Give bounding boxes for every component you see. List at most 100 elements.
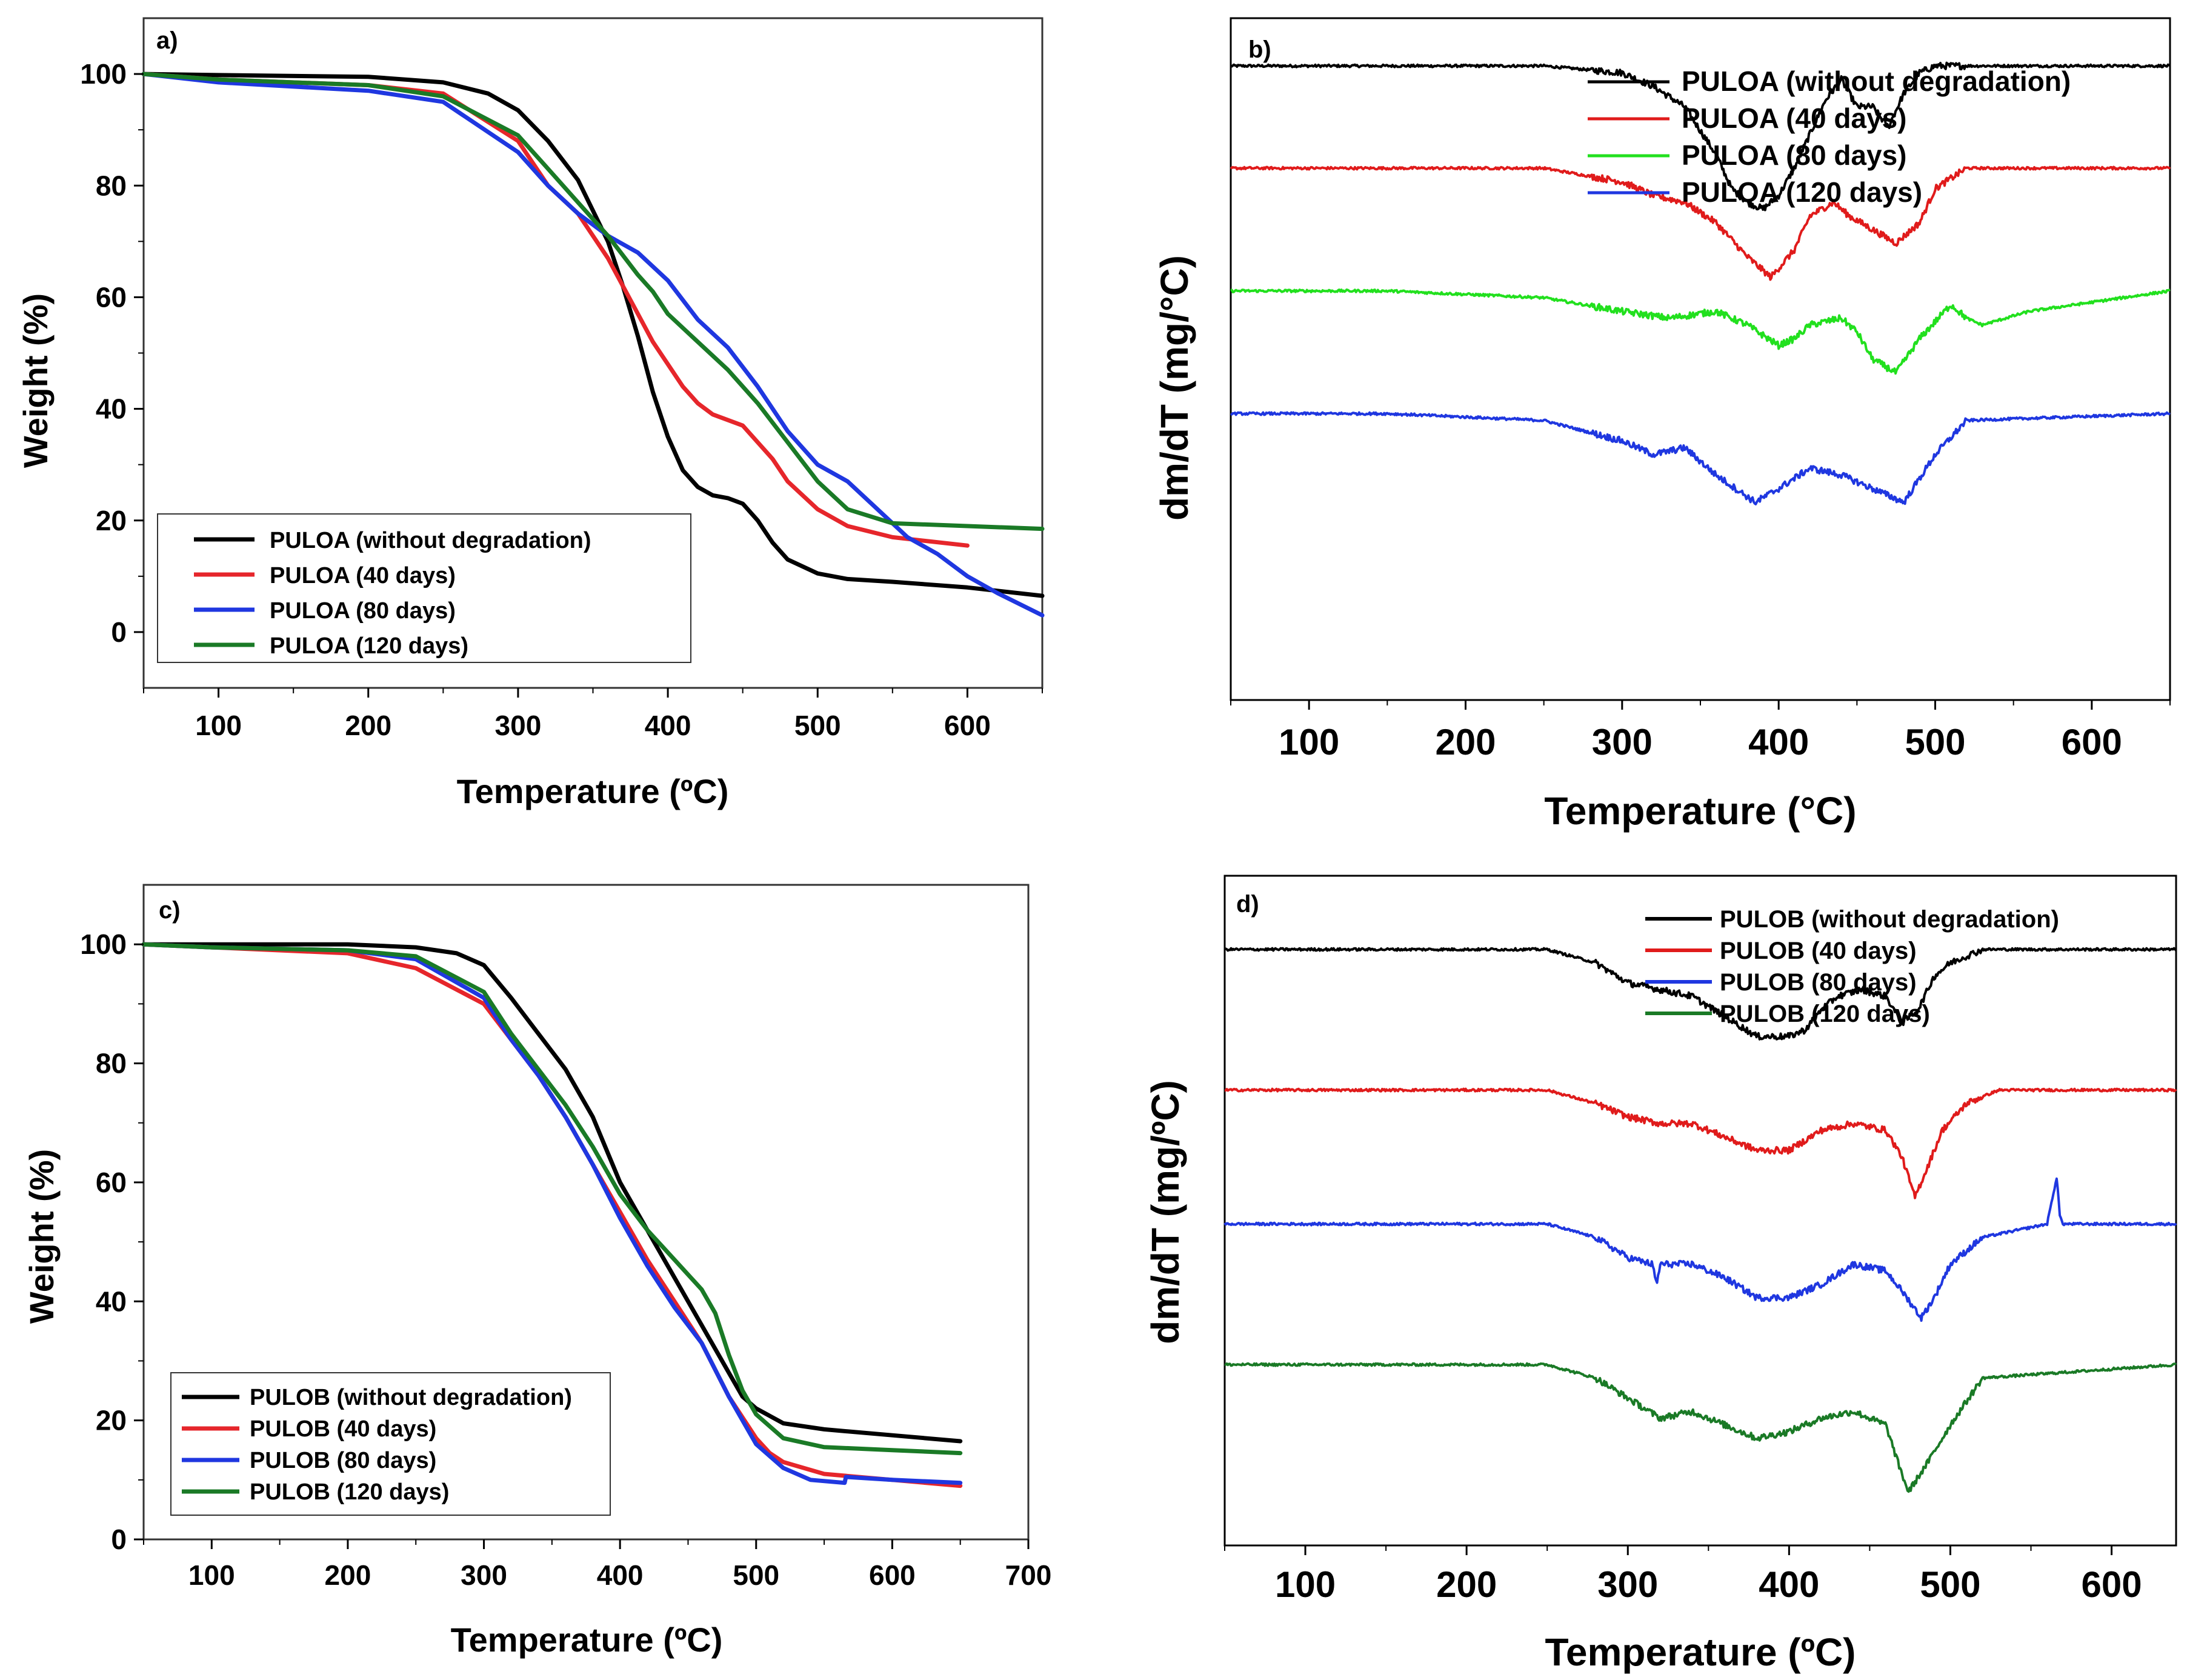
panel-d-xtick-label-0: 100 — [1275, 1564, 1336, 1605]
panel-c-x-tick-labels: 100 200 300 400 500 600 700 — [188, 1559, 1051, 1591]
panel-d-legend-label-3: PULOB (120 days) — [1720, 1001, 1930, 1027]
panel-d: 100 200 300 400 500 600 d) Temperature (ºC) d… — [1143, 875, 2177, 1674]
panel-c-series-2 — [141, 942, 963, 1485]
panel-d-legend-label-1: PULOB (40 days) — [1720, 938, 1917, 964]
panel-b-x-tick-labels: 100 200 300 400 500 600 — [1279, 722, 2122, 762]
panel-c-series-3 — [141, 942, 963, 1456]
panel-c-xtick-label-0: 100 — [188, 1559, 235, 1591]
panel-d-letter: d) — [1236, 891, 1259, 918]
panel-a-ytick-label-4: 80 — [96, 170, 127, 201]
panel-b-xtick-label-1: 200 — [1435, 722, 1496, 762]
panel-b-xlabel: Temperature (°C) — [1544, 789, 1856, 833]
panel-c-legend-label-1: PULOB (40 days) — [250, 1416, 436, 1442]
panel-a-xtick-label-5: 600 — [944, 710, 991, 741]
panel-c-y-tick-labels: 0 20 40 60 80 100 — [80, 928, 127, 1555]
panel-a-ytick-label-5: 100 — [80, 58, 127, 90]
panel-a-ytick-label-3: 60 — [96, 281, 127, 313]
panel-d-x-tick-labels: 100 200 300 400 500 600 — [1275, 1564, 2142, 1605]
panel-b-legend-label-2: PULOA (80 days) — [1682, 139, 1907, 171]
panel-c-ytick-label-4: 80 — [96, 1048, 127, 1079]
panel-b-legend-label-3: PULOA (120 days) — [1682, 176, 1922, 208]
panel-c-xtick-label-1: 200 — [325, 1559, 371, 1591]
panel-d-legend-label-0: PULOB (without degradation) — [1720, 906, 2059, 933]
panel-c-ytick-label-3: 60 — [96, 1167, 127, 1198]
panel-a-xtick-label-0: 100 — [195, 710, 242, 741]
panel-c-legend-label-0: PULOB (without degradation) — [250, 1385, 572, 1410]
panel-d-legend: PULOB (without degradation) PULOB (40 da… — [1645, 906, 2059, 1027]
panel-b-series-2 — [1230, 288, 2171, 375]
panel-c-xtick-label-6: 700 — [1005, 1559, 1052, 1591]
panel-c-xtick-label-5: 600 — [869, 1559, 916, 1591]
panel-c-ticks — [134, 943, 1030, 1549]
panel-a-legend-label-2: PULOA (80 days) — [270, 598, 456, 624]
panel-b-series-1 — [1230, 165, 2171, 281]
panel-b-legend-label-1: PULOA (40 days) — [1682, 102, 1907, 134]
panel-a-xlabel: Temperature (ºC) — [457, 772, 729, 810]
panel-a-y-tick-labels: 0 20 40 60 80 100 — [80, 58, 127, 648]
panel-d-xtick-label-2: 300 — [1597, 1564, 1658, 1605]
panel-c-ytick-label-1: 20 — [96, 1405, 127, 1436]
panel-d-series-1 — [1224, 1087, 2177, 1199]
panel-c-ytick-label-0: 0 — [111, 1524, 127, 1555]
panel-c-xtick-label-2: 300 — [461, 1559, 507, 1591]
panel-a-xtick-label-4: 500 — [794, 710, 841, 741]
panel-a-letter: a) — [156, 27, 178, 54]
panel-a-ytick-label-0: 0 — [111, 616, 127, 648]
panel-c-series-group — [141, 942, 963, 1488]
panel-a-series-1 — [141, 72, 970, 548]
panel-b-xtick-label-5: 600 — [2062, 722, 2122, 762]
panel-c-ytick-label-5: 100 — [80, 928, 127, 960]
panel-b-xtick-label-0: 100 — [1279, 722, 1339, 762]
panel-d-xtick-label-3: 400 — [1759, 1564, 1819, 1605]
panel-a-series-group — [141, 72, 1045, 618]
panel-c: 100 200 300 400 500 600 700 0 20 40 60 80 100 c) Te… — [22, 884, 1051, 1659]
panel-a-legend-label-3: PULOA (120 days) — [270, 633, 468, 659]
panel-b-ticks — [1230, 700, 2171, 710]
panel-b-series-0 — [1230, 61, 2171, 212]
panel-a-legend-label-1: PULOA (40 days) — [270, 563, 456, 588]
panel-a-ytick-label-1: 20 — [96, 505, 127, 536]
panel-c-legend-label-3: PULOB (120 days) — [250, 1479, 449, 1505]
panel-b-series-group — [1230, 61, 2171, 505]
panel-d-ylabel: dm/dT (mg/ºC) — [1143, 1080, 1187, 1344]
panel-a-xtick-label-1: 200 — [345, 710, 391, 741]
panel-a-ylabel: Weight (%) — [16, 293, 55, 468]
panel-a-ticks — [134, 73, 1043, 698]
panel-d-ticks — [1224, 1545, 2113, 1555]
panel-a-series-3 — [141, 72, 1045, 532]
panel-a-xtick-label-3: 400 — [645, 710, 691, 741]
panel-a-series-2 — [141, 72, 1045, 618]
panel-c-letter: c) — [159, 897, 181, 924]
panel-b-xtick-label-4: 500 — [1905, 722, 1965, 762]
panel-d-xtick-label-5: 600 — [2082, 1564, 2142, 1605]
panel-b-xtick-label-3: 400 — [1748, 722, 1809, 762]
panel-a-legend: PULOA (without degradation) PULOA (40 da… — [157, 513, 691, 663]
panel-c-xtick-label-4: 500 — [733, 1559, 779, 1591]
panel-a-xtick-label-2: 300 — [495, 710, 542, 741]
panel-c-legend-label-2: PULOB (80 days) — [250, 1448, 436, 1473]
panel-d-series-3 — [1224, 1362, 2177, 1493]
panel-b-ylabel: dm/dT (mg/°C) — [1153, 255, 1196, 521]
panel-b-legend-label-0: PULOA (without degradation) — [1682, 65, 2071, 97]
panel-c-legend-box — [170, 1372, 611, 1516]
panel-d-xtick-label-4: 500 — [1920, 1564, 1980, 1605]
panel-c-plot-frame — [142, 884, 1030, 1541]
panel-c-series-1 — [141, 942, 963, 1488]
panel-d-series-2 — [1223, 1177, 2177, 1322]
panel-a-legend-label-0: PULOA (without degradation) — [270, 528, 591, 553]
panel-c-series-0 — [141, 942, 963, 1444]
panel-c-ytick-label-2: 40 — [96, 1285, 127, 1317]
panel-a-x-tick-labels: 100 200 300 400 500 600 — [195, 710, 991, 741]
panel-d-xtick-label-1: 200 — [1436, 1564, 1497, 1605]
panel-a: 100 200 300 400 500 600 0 20 40 60 80 100 a) Tempe… — [16, 17, 1045, 810]
panel-c-xtick-label-3: 400 — [597, 1559, 644, 1591]
panel-d-plot-frame — [1223, 875, 2177, 1547]
panel-b-series-3 — [1230, 411, 2171, 505]
panel-d-legend-label-2: PULOB (80 days) — [1720, 969, 1917, 996]
panel-b: 100 200 300 400 500 600 b) Temperature (°C) d… — [1153, 17, 2171, 833]
panel-d-xlabel: Temperature (ºC) — [1545, 1630, 1856, 1674]
panel-d-series-group — [1223, 947, 2177, 1493]
panel-c-legend: PULOB (without degradation) PULOB (40 da… — [170, 1372, 611, 1516]
panel-a-series-0 — [141, 72, 1045, 598]
panel-c-ylabel: Weight (%) — [22, 1149, 61, 1324]
